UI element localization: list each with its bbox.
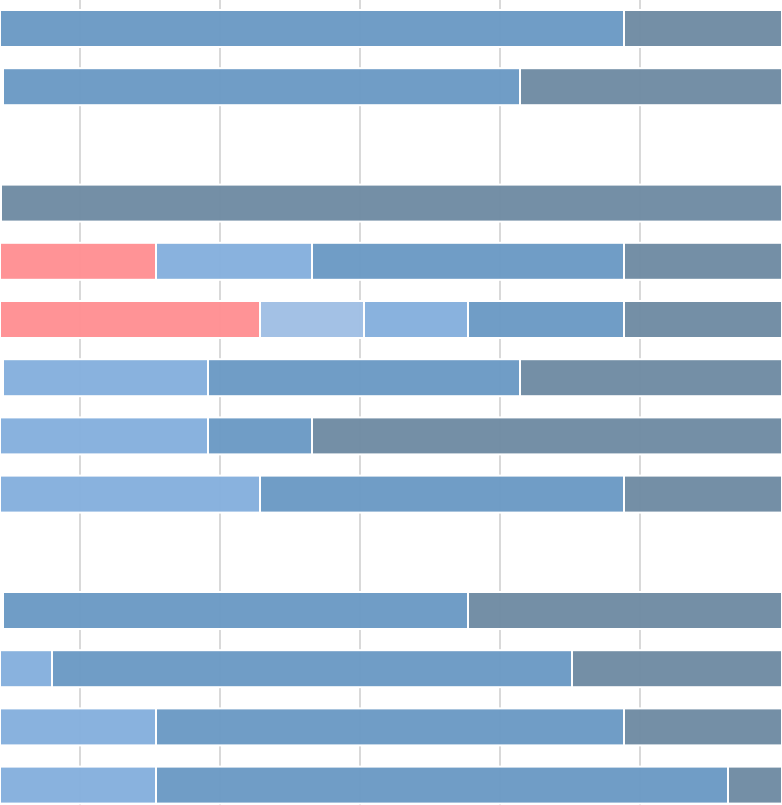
bar-row-14 — [0, 765, 782, 805]
bar-segment-9-2 — [259, 474, 625, 514]
bar-row-6 — [0, 300, 782, 339]
bar-row-12 — [0, 649, 782, 689]
bar-segment-11-1 — [2, 591, 469, 630]
bar-row-13 — [0, 707, 782, 747]
bar-segment-12-3 — [571, 649, 782, 689]
bar-segment-9-3 — [623, 474, 782, 514]
bar-segment-1-1 — [0, 9, 625, 48]
bar-segment-6-4 — [467, 300, 625, 339]
bar-segment-11-2 — [467, 591, 782, 630]
bar-segment-8-3 — [311, 416, 782, 456]
bar-segment-14-3 — [727, 765, 782, 805]
bar-segment-5-2 — [155, 241, 313, 281]
bars — [0, 9, 782, 805]
bar-segment-6-1 — [0, 300, 261, 339]
bar-segment-8-1 — [0, 416, 209, 456]
bar-segment-13-2 — [155, 707, 625, 747]
bar-segment-6-2 — [259, 300, 365, 339]
bar-segment-12-2 — [51, 649, 573, 689]
bar-segment-8-2 — [207, 416, 313, 456]
bar-segment-9-1 — [0, 474, 261, 514]
bar-segment-7-3 — [519, 358, 782, 398]
bar-row-4 — [0, 183, 782, 223]
bar-segment-5-4 — [623, 241, 782, 281]
bar-segment-12-1 — [0, 649, 53, 689]
bar-segment-6-3 — [363, 300, 469, 339]
bar-segment-14-1 — [0, 765, 157, 805]
bar-row-8 — [0, 416, 782, 456]
bar-segment-7-2 — [207, 358, 521, 398]
bar-segment-13-3 — [623, 707, 782, 747]
bar-segment-5-3 — [311, 241, 625, 281]
bar-row-11 — [2, 591, 782, 630]
bar-segment-7-1 — [2, 358, 209, 398]
bar-segment-2-2 — [519, 67, 782, 107]
bar-segment-5-1 — [0, 241, 157, 281]
bar-segment-14-2 — [155, 765, 729, 805]
bar-segment-13-1 — [0, 707, 157, 747]
bar-segment-6-5 — [623, 300, 782, 339]
bar-segment-1-2 — [623, 9, 782, 48]
bar-row-2 — [2, 67, 782, 107]
bar-row-9 — [0, 474, 782, 514]
bar-row-5 — [0, 241, 782, 281]
bar-segment-2-1 — [2, 67, 521, 107]
bar-row-1 — [0, 9, 782, 48]
bar-segment-4-1 — [0, 183, 782, 223]
bar-row-7 — [2, 358, 782, 398]
